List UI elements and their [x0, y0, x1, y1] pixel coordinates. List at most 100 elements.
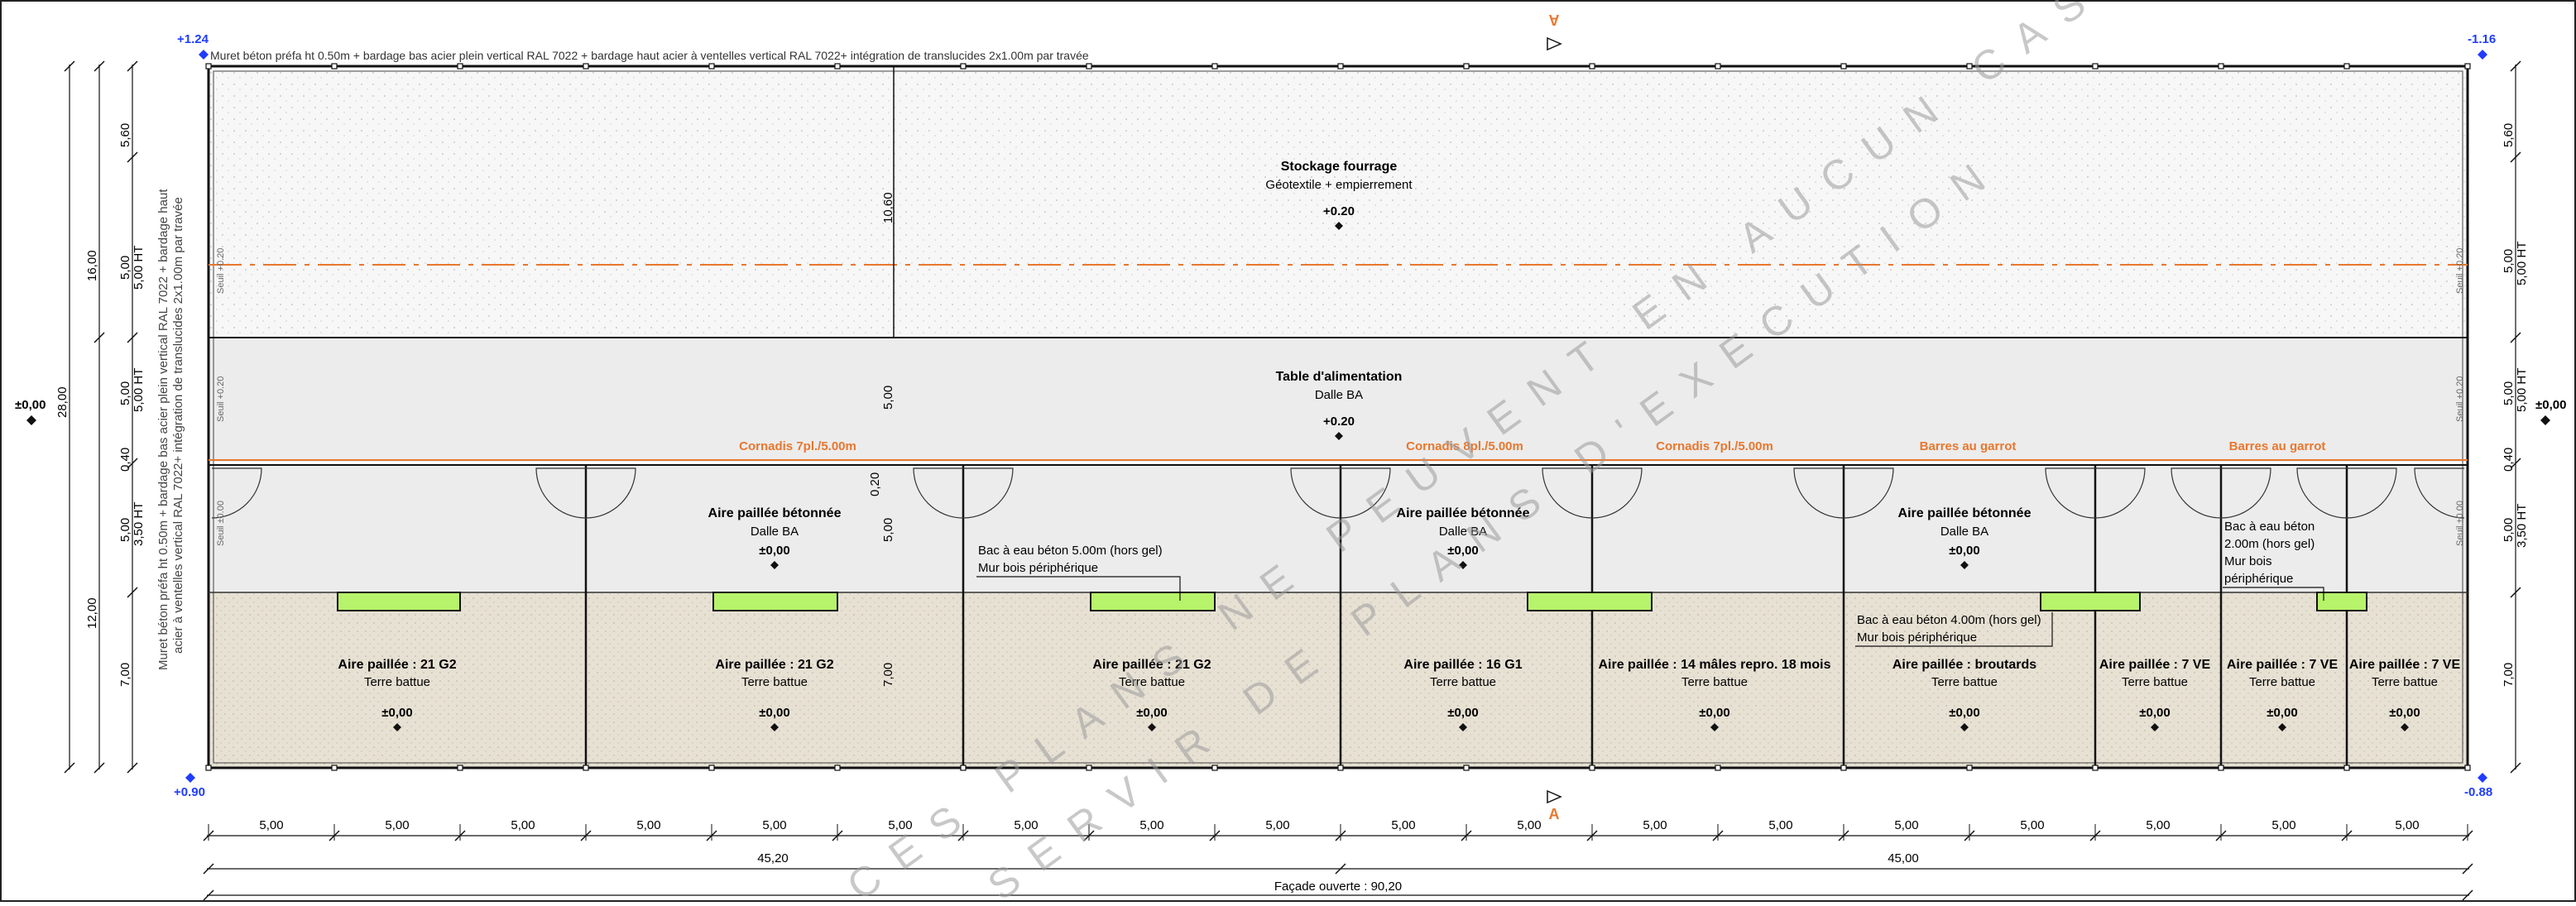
level-top-right: -1.16 [2468, 32, 2496, 46]
dim-left-d: 0,40 [118, 448, 132, 472]
dim-right-b-ht: 5,00 HT [2515, 242, 2529, 285]
dim-bay-label: 5,00 [1391, 818, 1415, 832]
water-troughs [337, 592, 2367, 611]
pen-level: ±0,00 [1447, 706, 1478, 720]
seuil-right-1: Seuil +0.20 [2455, 248, 2465, 294]
water-trough [1090, 592, 1216, 611]
storage-zone [209, 66, 2468, 338]
dim-bay-label: 5,00 [1014, 818, 1038, 832]
level-left-mid: ±0,00 [15, 398, 46, 412]
post [2343, 765, 2350, 771]
bac-note-3c: Mur bois [2224, 554, 2272, 568]
gate-swing [2414, 467, 2465, 519]
garrot-label-2: Barres au garrot [2229, 439, 2326, 453]
dim-tick [94, 332, 105, 343]
gate-swing [585, 467, 636, 519]
building-inner-outline [213, 70, 2463, 764]
dim-right-c: 5,00 [2502, 381, 2516, 405]
post [1966, 63, 1973, 70]
water-trough [712, 592, 838, 611]
gate-swing [1290, 467, 1341, 519]
left-wall-note-2: acier à ventelles vertical RAL 7022+ int… [171, 197, 185, 654]
gate-swing [2045, 467, 2096, 519]
feeding-table-zone [209, 338, 2468, 462]
concrete-area-sub-1: Dalle BA [751, 525, 799, 539]
bac-leader-1 [976, 576, 1181, 601]
post [2464, 765, 2471, 771]
dim-tick [203, 863, 214, 875]
pen-sub: Terre battue [1119, 675, 1185, 689]
pen-sub: Terre battue [2249, 675, 2315, 689]
dim-bay-label: 5,00 [2395, 818, 2419, 832]
dim-tick [2462, 863, 2473, 875]
feed-sub: Dalle BA [1315, 388, 1363, 402]
post [2092, 765, 2099, 771]
posts [205, 63, 2471, 771]
left-level-cross [26, 415, 36, 425]
dim-tick [2510, 332, 2521, 343]
pen-title: Aire paillée : 21 G2 [715, 658, 833, 672]
dim-bay-label: 5,00 [1265, 818, 1289, 832]
dim-bay-label: 5,00 [888, 818, 912, 832]
pen-title: Aire paillée : 21 G2 [1092, 658, 1211, 672]
section-mark-bottom: A [1549, 806, 1560, 822]
dim-left-c: 5,00 [118, 381, 132, 405]
dim-inner-700: 7,00 [881, 663, 895, 687]
dim-tick [2510, 60, 2521, 72]
post [708, 765, 715, 771]
pen-sub: Terre battue [1430, 675, 1496, 689]
gate-swing [913, 467, 964, 519]
dim-tick [64, 762, 75, 774]
concrete-area-level-1: ±0,00 [759, 544, 789, 558]
pen-level: ±0,00 [2139, 706, 2170, 720]
dim-bay-label: 5,00 [511, 818, 535, 832]
dim-left-e-ht: 3,50 HT [132, 502, 146, 546]
dim-inner-020: 0,20 [868, 472, 882, 496]
dim-tick [1335, 863, 1346, 875]
dim-right-total: 45,00 [1888, 851, 1919, 865]
dim-left-f: 7,00 [118, 663, 132, 687]
post [1337, 63, 1344, 70]
bac-note-1a: Bac à eau béton 5.00m (hors gel) [978, 544, 1163, 558]
gate-swing [2296, 467, 2348, 519]
level-bottom-right: -0.88 [2464, 785, 2492, 799]
level-right-mid: ±0,00 [2535, 398, 2566, 412]
dim-facade: Façade ouverte : 90,20 [1274, 880, 1402, 894]
gate-swings [211, 467, 2465, 519]
dim-bay-label: 5,00 [762, 818, 786, 832]
seuil-right-3: Seuil ±0.00 [2455, 501, 2465, 546]
section-arrow-bottom [1547, 789, 1562, 804]
dimension-lines [69, 65, 2516, 896]
concrete-area-level-2: ±0,00 [1447, 544, 1478, 558]
pen-sub: Terre battue [741, 675, 808, 689]
post [2218, 765, 2224, 771]
concrete-area-title-1: Aire paillée bétonnée [708, 506, 842, 520]
dim-left-e: 5,00 [118, 518, 132, 542]
pen-labels: Aire paillée : 21 G2 Terre battue ±0,00 Air… [338, 222, 2460, 731]
gate-swing [1542, 467, 1593, 519]
post [960, 63, 967, 70]
gate-swing [1793, 467, 1844, 519]
dim-tick [94, 60, 105, 72]
dim-left-16: 16,00 [85, 250, 99, 281]
bac-note-2b: Mur bois périphérique [1857, 630, 1977, 645]
pen-title: Aire paillée : broutards [1892, 658, 2036, 672]
level-cross-icon [2151, 723, 2159, 731]
post [2218, 63, 2224, 70]
left-wall-note-1: Muret béton préfa ht 0.50m + bardage bas… [156, 189, 170, 670]
post [457, 63, 463, 70]
post [331, 63, 338, 70]
level-cross-icon [2278, 723, 2286, 731]
concrete-area-sub-2: Dalle BA [1439, 525, 1487, 539]
post [1086, 63, 1092, 70]
seuil-left-1: Seuil +0.20 [216, 248, 226, 294]
pen-title: Aire paillée : 16 G1 [1403, 658, 1522, 672]
dim-left-b-ht: 5,00 HT [132, 246, 146, 290]
level-cross-icon [1335, 222, 1343, 230]
post [1589, 765, 1595, 771]
bac-leader-3 [2223, 587, 2324, 601]
dim-tick [2510, 587, 2521, 598]
bac-note-3b: 2.00m (hors gel) [2224, 537, 2315, 551]
concrete-area-level-3: ±0,00 [1949, 544, 1979, 558]
